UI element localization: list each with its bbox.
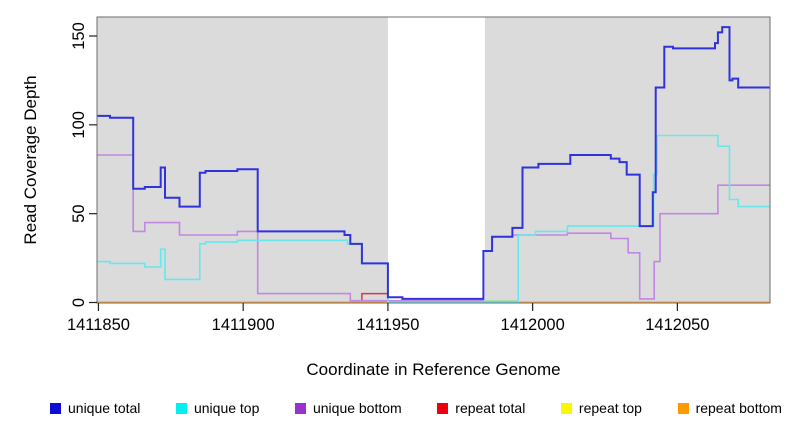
- legend: unique total unique top unique bottom re…: [50, 398, 782, 418]
- plot-background-layer: [97, 17, 770, 303]
- y-tick-label: 50: [70, 204, 88, 222]
- coverage-plot: 1411850 1411900 1411950 1412000 1412050 0 50 10…: [67, 16, 771, 334]
- legend-label: repeat bottom: [695, 400, 782, 416]
- y-tick-label: 0: [70, 298, 88, 307]
- legend-label: unique bottom: [312, 400, 402, 416]
- axes-layer: 1411850 1411900 1411950 1412000 1412050 0 50 10…: [67, 16, 771, 334]
- legend-label: unique total: [68, 400, 141, 416]
- x-tick-label: 1411900: [212, 316, 275, 334]
- y-tick-label: 100: [70, 111, 88, 139]
- legend-item: unique top: [175, 400, 260, 416]
- legend-item: repeat total: [437, 400, 525, 416]
- plot-frame: [96, 16, 771, 304]
- y-axis-title: Read Coverage Depth: [21, 75, 40, 245]
- legend-swatch: [175, 402, 187, 414]
- x-axis-title: Coordinate in Reference Genome: [306, 360, 561, 379]
- legend-swatch: [677, 402, 689, 414]
- legend-swatch: [294, 402, 306, 414]
- legend-item: repeat bottom: [677, 400, 782, 416]
- series-unique-total: [97, 26, 770, 300]
- legend-swatch: [437, 402, 449, 414]
- legend-label: unique top: [193, 400, 260, 416]
- legend-item: unique total: [50, 400, 140, 416]
- y-tick-label: 150: [70, 22, 88, 50]
- legend-label: repeat total: [455, 400, 526, 416]
- legend-swatch: [560, 402, 572, 414]
- x-tick-label: 1411850: [67, 316, 130, 334]
- gap-region-rect: [387, 17, 485, 303]
- x-tick-label: 1412050: [645, 316, 709, 334]
- legend-label: repeat top: [578, 400, 642, 416]
- legend-item: repeat top: [560, 400, 642, 416]
- legend-swatch: [50, 402, 61, 414]
- x-tick-label: 1412000: [501, 316, 565, 334]
- x-tick-label: 1411950: [356, 316, 419, 334]
- legend-item: unique bottom: [294, 400, 402, 416]
